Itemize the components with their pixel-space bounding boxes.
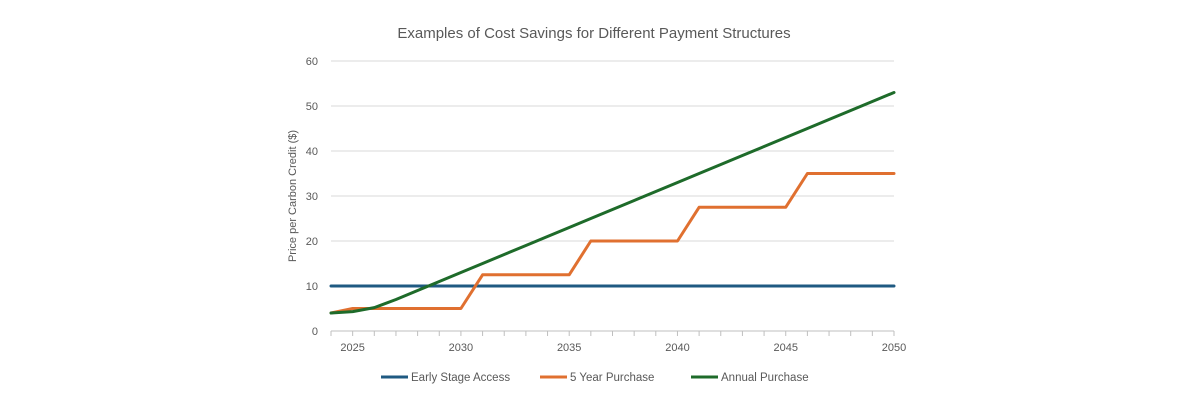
series-line bbox=[329, 172, 896, 315]
legend: Early Stage Access 5 Year Purchase Annual … bbox=[381, 372, 809, 384]
legend-label: 5 Year Purchase bbox=[570, 372, 654, 384]
chart-title: Examples of Cost Savings for Different P… bbox=[397, 25, 790, 42]
series-lines bbox=[329, 91, 896, 315]
x-tick-label: 2030 bbox=[449, 342, 473, 354]
y-axis-ticks: 0 10 20 30 40 50 60 bbox=[306, 56, 318, 338]
y-tick-label: 50 bbox=[306, 101, 318, 113]
x-tick-label: 2045 bbox=[773, 342, 797, 354]
x-tick-label: 2035 bbox=[557, 342, 581, 354]
legend-label: Early Stage Access bbox=[411, 372, 510, 384]
y-tick-label: 10 bbox=[306, 281, 318, 293]
series-line bbox=[329, 91, 896, 315]
y-tick-label: 20 bbox=[306, 236, 318, 248]
y-tick-label: 0 bbox=[312, 326, 318, 338]
x-tick-label: 2050 bbox=[882, 342, 906, 354]
y-axis-title: Price per Carbon Credit ($) bbox=[287, 130, 299, 262]
x-axis: 2025 2030 2035 2040 2045 2050 bbox=[330, 330, 906, 354]
y-tick-label: 60 bbox=[306, 56, 318, 68]
x-tick-label: 2025 bbox=[340, 342, 364, 354]
y-tick-label: 30 bbox=[306, 191, 318, 203]
y-tick-label: 40 bbox=[306, 146, 318, 158]
x-tick-label: 2040 bbox=[665, 342, 689, 354]
legend-label: Annual Purchase bbox=[721, 372, 809, 384]
